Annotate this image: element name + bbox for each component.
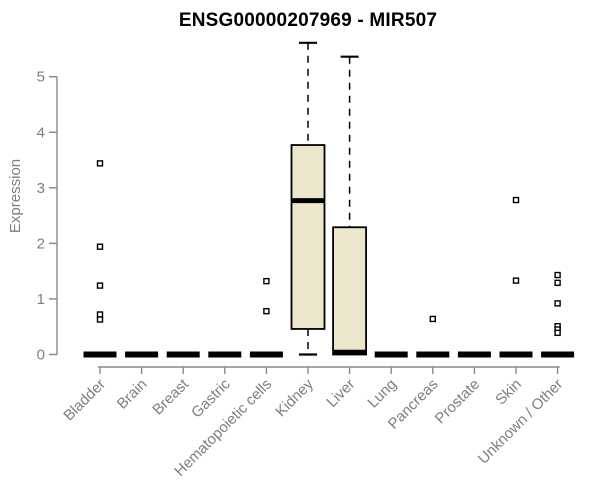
box-prostate: [457, 351, 491, 358]
box-lung: [374, 351, 408, 358]
outlier-point: [96, 282, 104, 289]
outlier-point: [554, 329, 561, 337]
collapsed-box: [166, 351, 200, 358]
x-tick-label-skin: Skin: [492, 376, 525, 409]
collapsed-box: [416, 351, 450, 358]
outlier-point: [263, 307, 270, 315]
box-bladder: [83, 160, 117, 358]
outlier-point: [96, 311, 104, 318]
outlier-point: [96, 243, 104, 250]
x-tick-label-liver: Liver: [323, 376, 358, 411]
collapsed-box: [83, 351, 117, 358]
x-tick-label-bladder: Bladder: [60, 376, 109, 425]
y-axis: 0 1 2 3 4 5: [37, 69, 58, 364]
box-breast: [166, 351, 200, 358]
outlier-point: [554, 279, 561, 287]
iqr-box: [332, 226, 368, 356]
box-skin: [499, 196, 533, 358]
chart-title: ENSG00000207969 - MIR507: [178, 10, 438, 31]
x-tick-label-lung: Lung: [364, 376, 400, 412]
outlier-point: [554, 271, 561, 279]
outlier-point: [512, 196, 520, 204]
x-tick-label-breast: Breast: [149, 375, 192, 418]
y-tick-label: 1: [37, 291, 45, 308]
y-axis-title: Expression: [7, 159, 24, 233]
box-hematopoietic-cells: [249, 277, 283, 358]
collapsed-box: [208, 351, 242, 358]
collapsed-box: [499, 351, 533, 358]
collapsed-box: [125, 351, 159, 358]
box-unknown-other: [541, 271, 575, 358]
box-kidney: [290, 41, 326, 356]
y-tick-label: 2: [37, 235, 45, 252]
box-gastric: [208, 351, 242, 358]
y-tick-label: 4: [37, 124, 45, 141]
box-pancreas: [416, 315, 450, 358]
box-brain: [125, 351, 159, 358]
outlier-point: [96, 160, 104, 167]
x-tick-label-kidney: Kidney: [272, 375, 317, 420]
collapsed-box: [249, 351, 283, 358]
collapsed-box: [457, 351, 491, 358]
outlier-point: [512, 277, 520, 284]
box-liver: [332, 55, 368, 356]
outlier-point: [429, 315, 436, 323]
y-tick-label: 3: [37, 180, 45, 197]
outlier-point: [263, 277, 270, 285]
outlier-point: [554, 300, 561, 307]
iqr-box: [290, 144, 326, 330]
collapsed-box: [374, 351, 408, 358]
y-tick-label: 5: [37, 69, 45, 86]
x-tick-label-brain: Brain: [114, 376, 151, 413]
collapsed-box: [541, 351, 575, 358]
x-tick-label-prostate: Prostate: [432, 376, 484, 428]
outlier-point: [96, 316, 104, 323]
y-tick-label: 0: [37, 347, 45, 364]
